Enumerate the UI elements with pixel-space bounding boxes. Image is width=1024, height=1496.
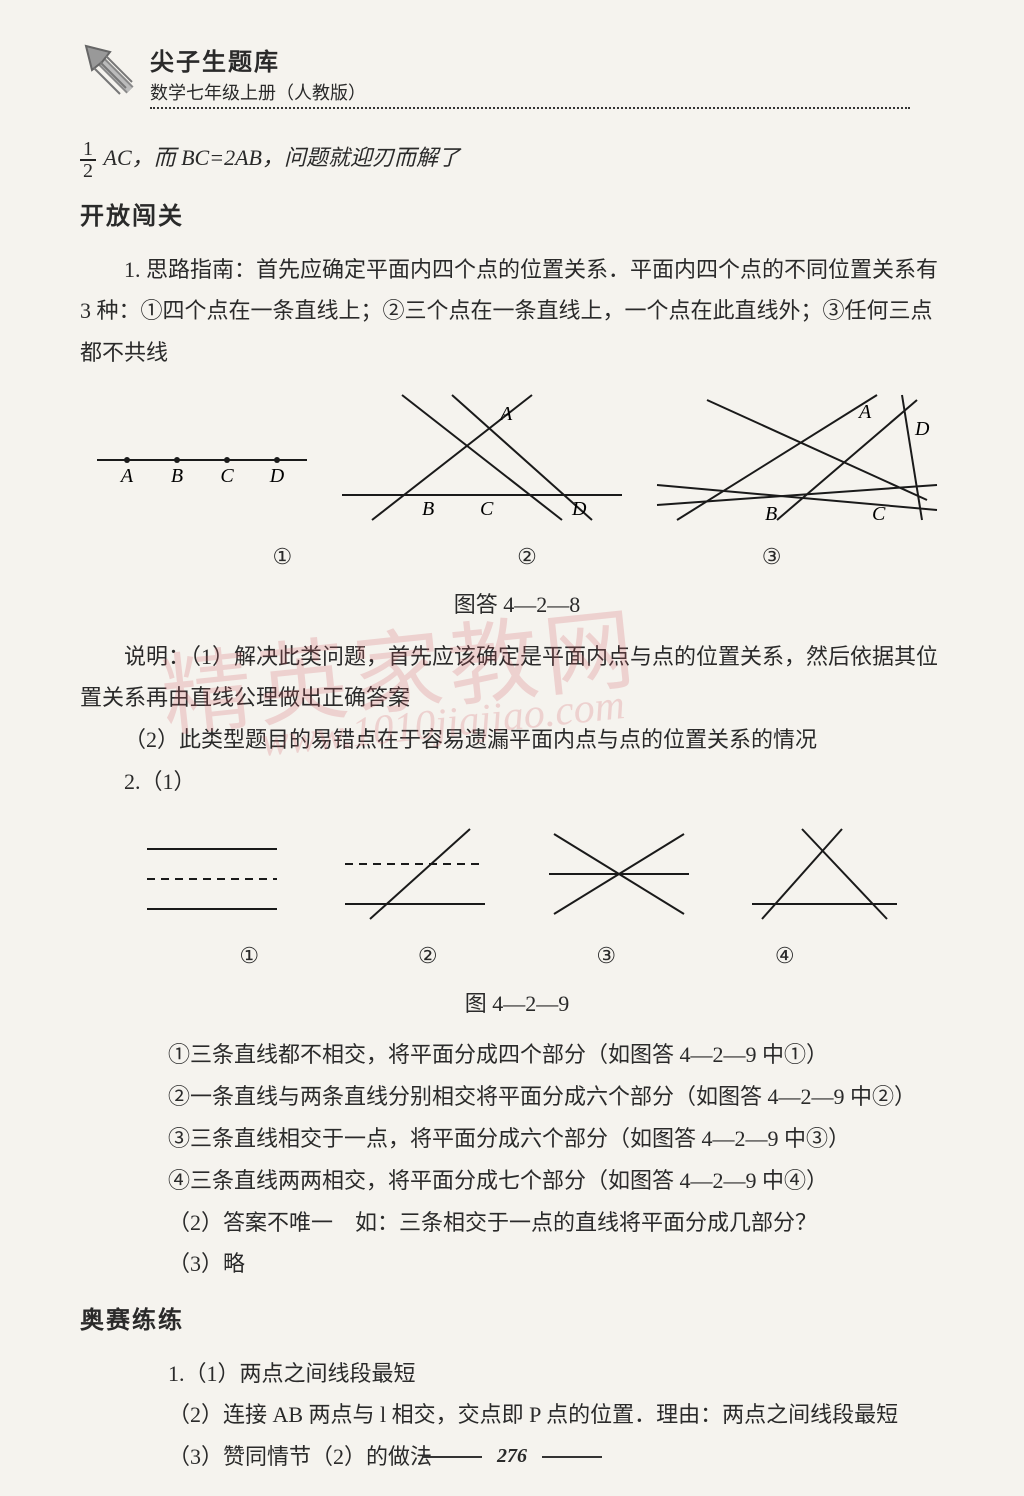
a1: ①三条直线都不相交，将平面分成四个部分（如图答 4—2—9 中①） (168, 1034, 954, 1076)
diagram-1-labels: ① ② ③ (80, 536, 954, 578)
fig-4-2-9-4 (737, 819, 907, 929)
fig-4-2-9-2 (330, 819, 500, 929)
svg-text:B: B (765, 503, 777, 525)
svg-text:A: A (119, 465, 134, 487)
svg-text:D: D (269, 465, 285, 487)
a4: ④三条直线两两相交，将平面分成七个部分（如图答 4—2—9 中④） (168, 1160, 954, 1202)
title-sub: 数学七年级上册（人教版） (150, 79, 910, 105)
a2: ②一条直线与两条直线分别相交将平面分成六个部分（如图答 4—2—9 中②） (168, 1076, 954, 1118)
fig-4-2-9-1 (127, 819, 297, 929)
arrow-icon (80, 40, 142, 102)
fig-label-2: ② (517, 536, 537, 578)
caption-1: 图答 4—2—8 (80, 584, 954, 626)
fraction: 1 2 (80, 139, 96, 181)
svg-text:D: D (571, 498, 587, 520)
page-number: 276 (0, 1445, 1024, 1468)
svg-text:B: B (422, 498, 434, 520)
section1-head: 开放闯关 (80, 195, 954, 241)
body: 1 2 AC，而 BC=2AB，问题就迎刃而解了 开放闯关 1. 思路指南：首先… (80, 137, 954, 1478)
svg-text:C: C (480, 498, 494, 520)
fig2-label-1: ① (239, 935, 259, 977)
fig-4-2-9-3 (534, 819, 704, 929)
top-line: 1 2 AC，而 BC=2AB，问题就迎刃而解了 (80, 137, 954, 181)
fig-4-2-8-3: A B C D (647, 390, 947, 530)
svg-text:C: C (221, 465, 235, 487)
diagram-2-labels: ① ② ③ ④ (80, 935, 954, 977)
fig-label-1: ① (272, 536, 292, 578)
page-number-value: 276 (497, 1445, 527, 1467)
svg-text:A: A (857, 401, 872, 423)
a6: （3）略 (168, 1243, 954, 1285)
svg-text:A: A (498, 403, 513, 425)
fig2-label-4: ④ (775, 935, 795, 977)
page: 尖子生题库 数学七年级上册（人教版） 1 2 AC，而 BC=2AB，问题就迎刃… (0, 0, 1024, 1496)
s1-p1: 1. 思路指南：首先应确定平面内四个点的位置关系．平面内四个点的不同位置关系有 … (80, 249, 954, 374)
fig-4-2-8-1: A B C D (87, 410, 317, 530)
diagram-row-1: A B C D A B C D (80, 390, 954, 530)
a3: ③三条直线相交于一点，将平面分成六个部分（如图答 4—2—9 中③） (168, 1118, 954, 1160)
ans-block: ①三条直线都不相交，将平面分成四个部分（如图答 4—2—9 中①） ②一条直线与… (80, 1034, 954, 1285)
caption-2: 图 4—2—9 (80, 983, 954, 1025)
fig2-label-2: ② (418, 935, 438, 977)
s1-p2: 说明：（1）解决此类问题，首先应该确定是平面内点与点的位置关系，然后依据其位置关… (80, 636, 954, 720)
b2: （2）连接 AB 两点与 l 相交，交点即 P 点的位置．理由：两点之间线段最短 (168, 1394, 954, 1436)
fig-4-2-8-2: A B C D (332, 390, 632, 530)
a5: （2）答案不唯一 如：三条相交于一点的直线将平面分成几部分？ (168, 1202, 954, 1244)
svg-text:C: C (872, 503, 886, 525)
s1-p4: 2.（1） (80, 761, 954, 803)
page-header: 尖子生题库 数学七年级上册（人教版） (80, 40, 954, 109)
svg-text:D: D (914, 418, 930, 440)
fig2-label-3: ③ (596, 935, 616, 977)
s1-p3: （2）此类型题目的易错点在于容易遗漏平面内点与点的位置关系的情况 (80, 719, 954, 761)
title-main: 尖子生题库 (150, 42, 910, 77)
fig-label-3: ③ (762, 536, 782, 578)
header-dots (150, 107, 910, 109)
section2-head: 奥赛练练 (80, 1299, 954, 1345)
svg-text:B: B (171, 465, 183, 487)
header-text: 尖子生题库 数学七年级上册（人教版） (150, 42, 910, 109)
top-line-text: AC，而 BC=2AB，问题就迎刃而解了 (104, 145, 460, 170)
b1: 1.（1）两点之间线段最短 (168, 1353, 954, 1395)
diagram-row-2 (80, 819, 954, 929)
